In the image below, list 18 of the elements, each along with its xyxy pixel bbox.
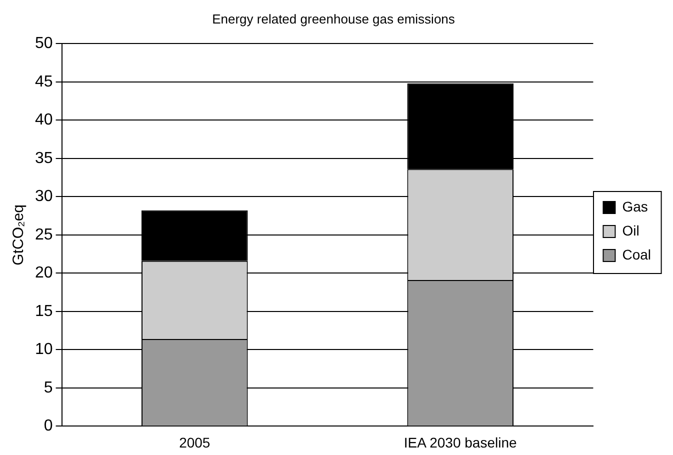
legend-label: Oil (622, 222, 640, 238)
y-axis-title: GtCO₂eq (10, 204, 28, 266)
y-tick-label: 35 (35, 150, 53, 167)
y-tick-label: 20 (35, 264, 53, 282)
chart-title: Energy related greenhouse gas emissions (212, 11, 456, 26)
y-tick-label: 40 (35, 112, 53, 129)
y-tick-label: 5 (44, 379, 53, 396)
y-tick-label: 0 (44, 418, 53, 435)
x-tick-label: 2005 (179, 434, 210, 450)
y-tick-label: 10 (35, 341, 53, 358)
legend-label: Coal (622, 246, 652, 262)
y-tick-label: 15 (35, 302, 53, 320)
y-tick-label: 50 (35, 35, 53, 52)
x-tick-label: IEA 2030 baseline (404, 434, 517, 450)
y-tick-label: 45 (35, 73, 53, 90)
y-tick-label: 25 (35, 226, 53, 244)
legend-label: Gas (622, 198, 648, 214)
y-tick-label: 30 (35, 188, 53, 206)
